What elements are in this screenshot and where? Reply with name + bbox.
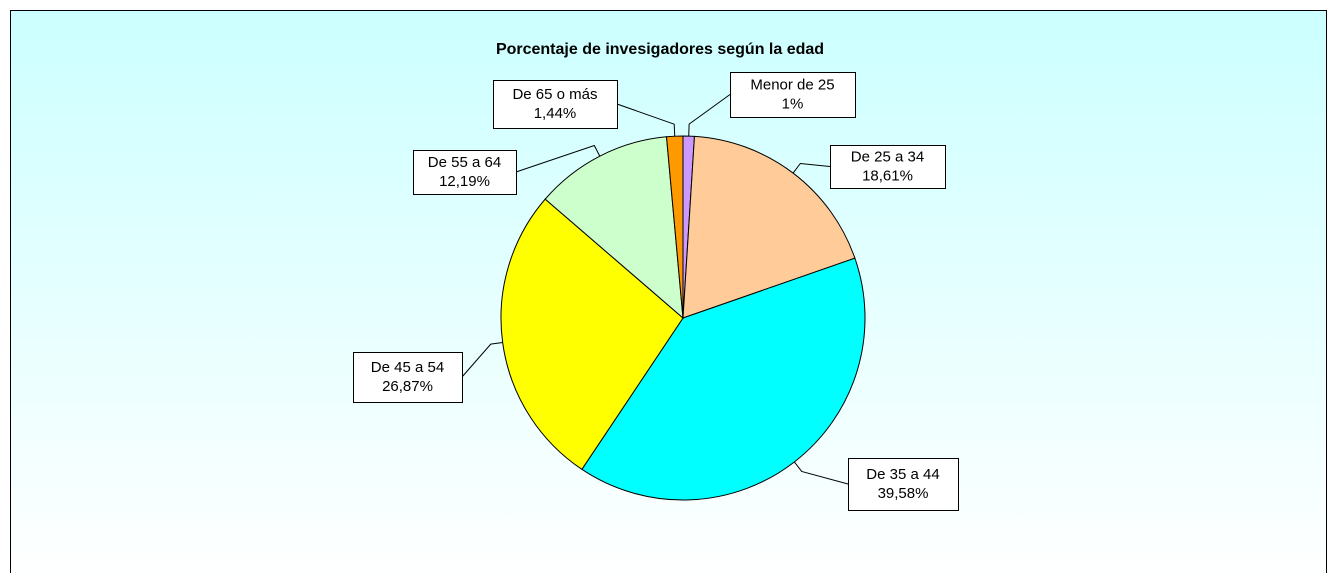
label-box: [848, 458, 959, 511]
category-label: Menor de 25: [750, 76, 834, 93]
value-label: 12,19%: [439, 173, 490, 190]
pie-slice: [500, 198, 684, 471]
value-label: 18,61%: [862, 167, 913, 184]
leader-line: [792, 162, 831, 174]
label-box: [353, 352, 463, 403]
leader-line: [793, 461, 849, 485]
category-label: De 45 a 54: [371, 359, 444, 376]
pie-slice: [544, 136, 684, 320]
value-label: 39,58%: [878, 485, 929, 502]
category-label: De 35 a 44: [866, 466, 939, 483]
value-label: 1,44%: [534, 105, 577, 122]
leader-line: [515, 144, 601, 173]
pie-slice: [682, 135, 856, 319]
value-label: 1%: [782, 95, 804, 112]
leader-line: [688, 94, 731, 137]
label-box: [493, 80, 618, 129]
category-label: De 55 a 64: [428, 154, 501, 171]
value-label: 26,87%: [382, 378, 433, 395]
pie-slice: [581, 257, 866, 501]
category-label: De 65 o más: [512, 86, 597, 103]
chart-title: Porcentaje de invesigadores según la eda…: [496, 41, 824, 58]
leader-line: [461, 342, 503, 378]
category-label: De 25 a 34: [851, 148, 924, 165]
label-box: [413, 150, 517, 195]
label-box: [730, 72, 856, 118]
label-box: [830, 145, 946, 189]
leader-line: [616, 103, 676, 137]
